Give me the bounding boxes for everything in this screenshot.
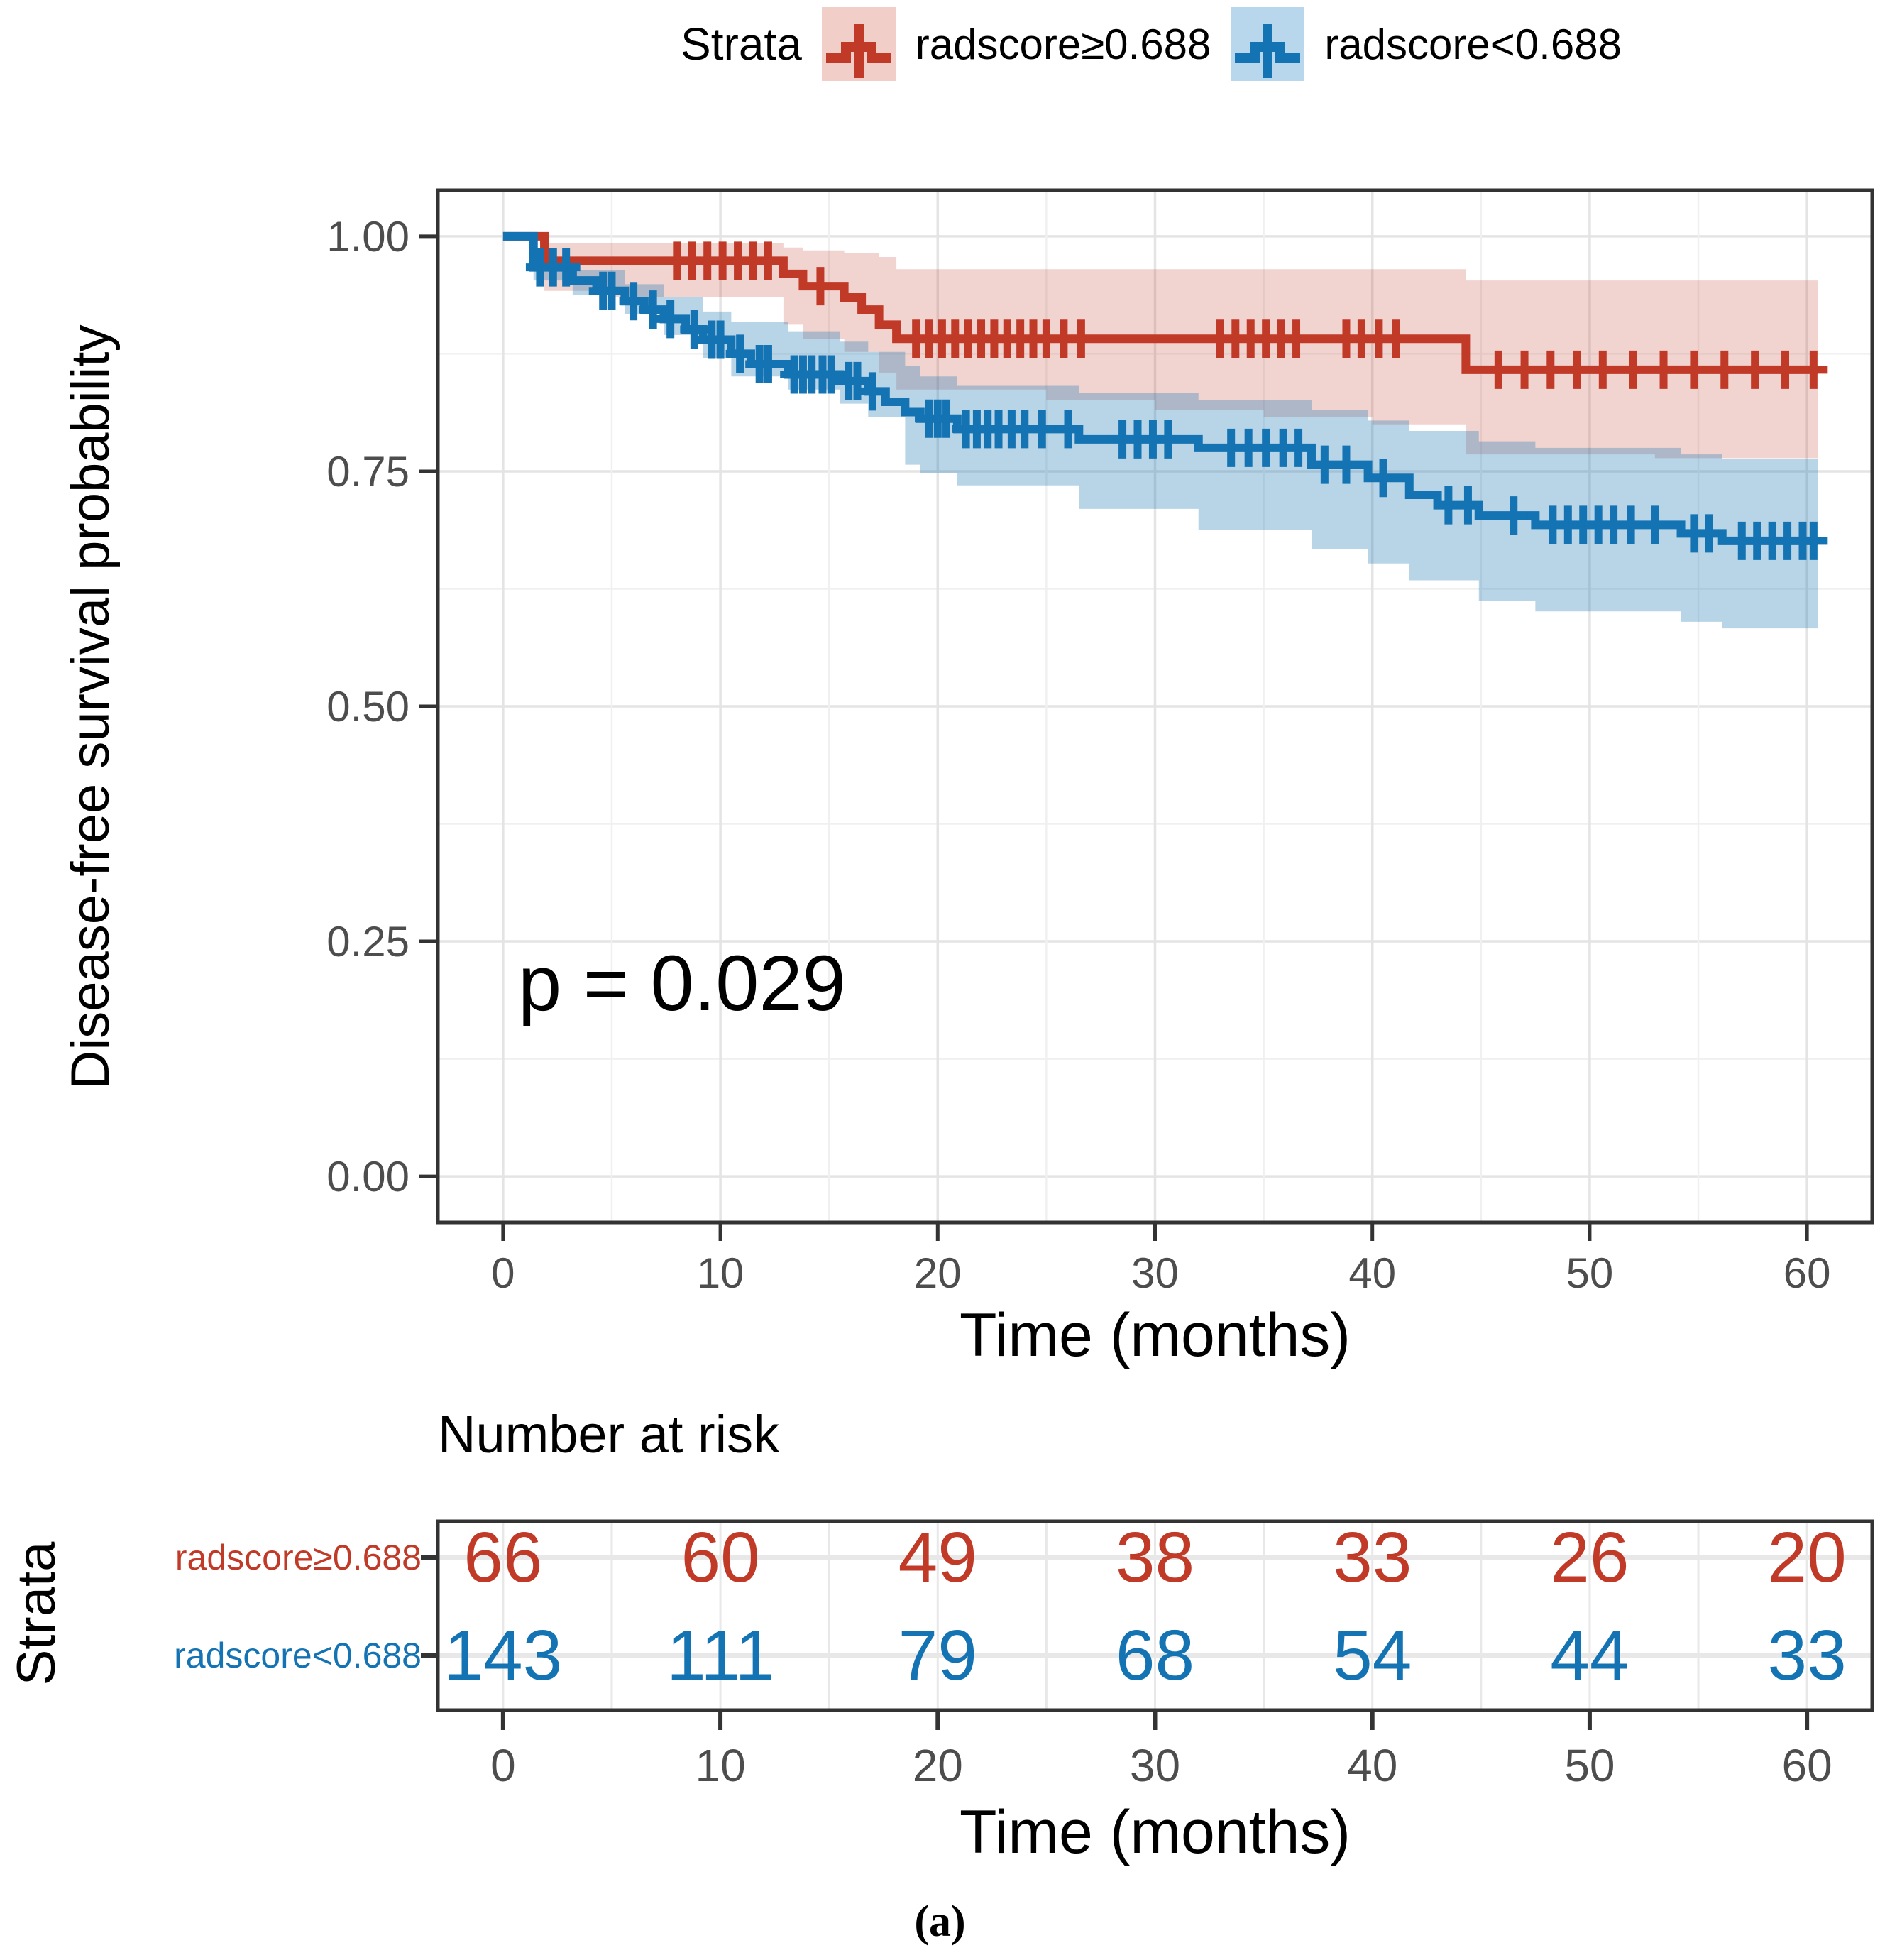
risk-count: 68 xyxy=(1116,1616,1194,1695)
risk-x-tick-label: 10 xyxy=(695,1740,745,1791)
risk-x-tick-label: 30 xyxy=(1130,1740,1180,1791)
legend: Strata radscore≥0.688 radscore<0.688 xyxy=(430,4,1872,84)
y-tick-label: 0.50 xyxy=(326,683,409,730)
x-tick-label: 50 xyxy=(1566,1249,1614,1297)
risk-count: 66 xyxy=(463,1518,542,1597)
confidence-band xyxy=(502,236,1818,459)
legend-title: Strata xyxy=(681,18,802,70)
risk-count: 60 xyxy=(681,1518,759,1597)
x-tick-label: 10 xyxy=(697,1249,744,1297)
y-axis-title: Disease-free survival probability xyxy=(60,324,121,1090)
confidence-band xyxy=(502,236,1818,629)
risk-x-tick-label: 50 xyxy=(1564,1740,1615,1791)
risk-row-label-high-radscore: radscore≥0.688 xyxy=(175,1538,422,1577)
y-tick-label: 1.00 xyxy=(326,213,409,261)
risk-count: 38 xyxy=(1116,1518,1194,1597)
risk-x-tick-label: 0 xyxy=(490,1740,516,1791)
risk-count: 54 xyxy=(1333,1616,1412,1695)
risk-table-x-axis-title: Time (months) xyxy=(959,1798,1351,1866)
y-tick-label: 0.25 xyxy=(326,918,409,965)
x-tick-label: 20 xyxy=(914,1249,962,1297)
x-tick-label: 40 xyxy=(1348,1249,1396,1297)
risk-x-tick-label: 20 xyxy=(913,1740,963,1791)
risk-count: 26 xyxy=(1550,1518,1629,1597)
risk-count: 44 xyxy=(1550,1616,1629,1695)
risk-x-tick-label: 40 xyxy=(1347,1740,1397,1791)
risk-count: 49 xyxy=(898,1518,977,1597)
x-tick-label: 60 xyxy=(1783,1249,1831,1297)
risk-count: 143 xyxy=(444,1616,562,1695)
risk-row-label-low-radscore: radscore<0.688 xyxy=(174,1636,422,1675)
risk-count: 33 xyxy=(1768,1616,1847,1695)
p-value-annotation: p = 0.029 xyxy=(518,940,846,1027)
risk-table-strata-axis-label: Strata xyxy=(6,1541,67,1686)
legend-label-high-radscore: radscore≥0.688 xyxy=(915,20,1211,68)
legend-key-high-radscore-icon xyxy=(821,7,896,81)
risk-count: 79 xyxy=(898,1616,977,1695)
legend-label-low-radscore: radscore<0.688 xyxy=(1324,20,1622,68)
y-tick-label: 0.75 xyxy=(326,448,409,496)
legend-key-low-radscore-icon xyxy=(1231,7,1305,81)
risk-count: 20 xyxy=(1768,1518,1847,1597)
risk-count: 33 xyxy=(1333,1518,1412,1597)
x-axis-title: Time (months) xyxy=(959,1301,1351,1369)
risk-x-tick-label: 60 xyxy=(1782,1740,1832,1791)
risk-table-heading: Number at risk xyxy=(438,1405,780,1464)
y-tick-label: 0.00 xyxy=(326,1153,409,1200)
figure-caption: (a) xyxy=(914,1898,966,1946)
x-tick-label: 0 xyxy=(491,1249,515,1297)
x-tick-label: 30 xyxy=(1131,1249,1179,1297)
risk-count: 111 xyxy=(666,1616,774,1695)
